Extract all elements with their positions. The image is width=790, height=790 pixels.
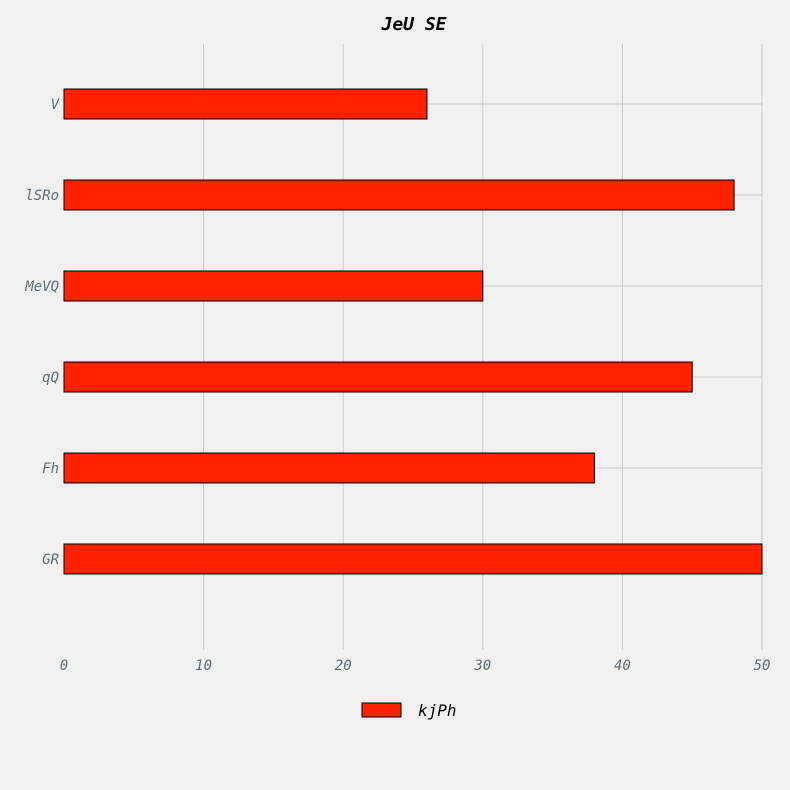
x-tick-label: 50 (754, 658, 771, 674)
x-tick-label: 0 (60, 658, 68, 674)
y-tick-label: lSRo (25, 188, 59, 204)
x-tick-label: 40 (614, 658, 631, 674)
bar-GR (63, 543, 763, 575)
bars (63, 88, 763, 575)
y-tick-label: V (51, 97, 61, 113)
y-tick-label: qQ (42, 370, 59, 386)
x-axis-ticks: 0 10 20 30 40 50 (60, 658, 771, 674)
x-tick-label: 20 (335, 658, 352, 674)
x-tick-label: 30 (473, 658, 491, 674)
bar-Fh (63, 452, 595, 484)
x-tick-label: 10 (195, 658, 212, 674)
legend-swatch (361, 702, 402, 718)
bar-MeVQ (63, 270, 484, 302)
legend-label: kjPh (418, 701, 457, 720)
legend: kjPh (361, 701, 457, 720)
bar-qQ (63, 361, 693, 393)
y-tick-label: MeVQ (24, 279, 59, 295)
y-tick-label: Fh (42, 461, 59, 477)
bar-lSRo (63, 179, 735, 211)
chart-title: JeU SE (380, 14, 446, 35)
y-tick-label: GR (42, 552, 59, 568)
bar-V (63, 88, 428, 120)
